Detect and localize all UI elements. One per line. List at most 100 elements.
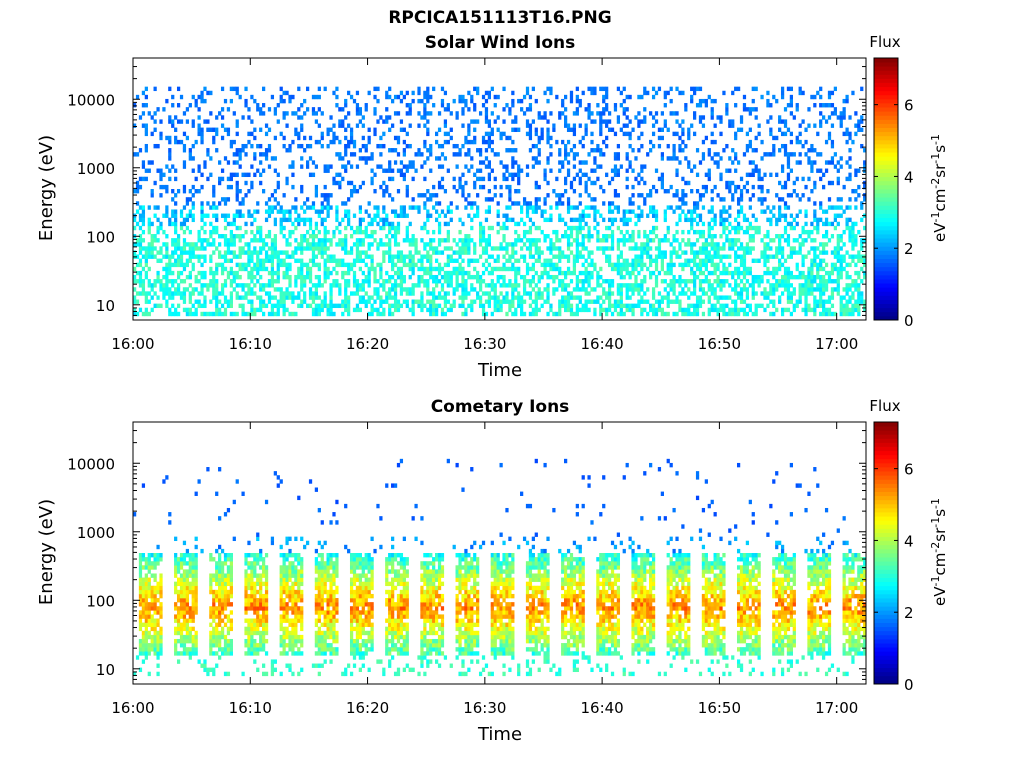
heatmap-cell <box>511 119 515 124</box>
heatmap-cell <box>637 299 641 304</box>
heatmap-cell <box>728 184 732 190</box>
heatmap-cell <box>200 291 204 296</box>
heatmap-cell <box>546 135 550 141</box>
heatmap-cell <box>171 164 175 169</box>
heatmap-cell <box>778 119 782 124</box>
heatmap-cell <box>273 189 277 194</box>
heatmap-cell <box>238 262 242 268</box>
heatmap-cell <box>728 180 732 186</box>
heatmap-cell <box>185 250 190 255</box>
heatmap-cell <box>795 160 799 165</box>
heatmap-cell <box>561 279 565 284</box>
heatmap-cell <box>745 229 750 235</box>
heatmap-cell <box>314 307 319 313</box>
heatmap-cell <box>734 189 738 194</box>
heatmap-cell <box>226 184 231 190</box>
heatmap-cell <box>786 176 791 182</box>
heatmap-cell <box>672 274 676 280</box>
heatmap-cell <box>766 258 770 263</box>
figure-title: RPCICA151113T16.PNG <box>388 8 611 28</box>
heatmap-cell <box>675 205 679 210</box>
heatmap-cell <box>587 250 591 255</box>
heatmap-cell <box>672 279 676 284</box>
heatmap-cell <box>435 193 439 198</box>
heatmap-cell <box>637 254 641 259</box>
heatmap-cell <box>396 283 401 288</box>
heatmap-cell <box>813 274 817 280</box>
heatmap-cell <box>420 262 424 268</box>
heatmap-cell <box>259 283 263 288</box>
heatmap-cell <box>646 193 650 198</box>
heatmap-cell <box>341 123 345 128</box>
heatmap-cell <box>174 176 178 182</box>
heatmap-cell <box>757 279 761 284</box>
heatmap-cell <box>317 250 321 255</box>
heatmap-cell <box>824 283 829 288</box>
heatmap-cell <box>693 217 697 223</box>
heatmap-cell <box>364 107 368 112</box>
heatmap-cell <box>347 295 351 300</box>
heatmap-cell <box>508 254 512 259</box>
heatmap-cell <box>449 135 453 141</box>
heatmap-cell <box>344 213 348 218</box>
heatmap-cell <box>235 189 239 194</box>
heatmap-cell <box>294 274 298 280</box>
heatmap-cell <box>344 98 348 104</box>
heatmap-cell <box>270 279 275 284</box>
heatmap-cell <box>742 107 747 112</box>
heatmap-cell <box>206 283 210 288</box>
heatmap-cell <box>783 201 788 206</box>
heatmap-cell <box>693 279 697 284</box>
heatmap-cell <box>232 234 236 239</box>
heatmap-cell <box>426 242 430 247</box>
heatmap-cell <box>698 250 703 255</box>
heatmap-cell <box>558 201 562 206</box>
heatmap-cell <box>367 242 371 247</box>
heatmap-cell <box>267 229 272 235</box>
heatmap-cell <box>311 291 316 296</box>
heatmap-cell <box>654 279 659 284</box>
heatmap-cell <box>291 111 295 116</box>
heatmap-cell <box>317 238 321 243</box>
heatmap-cell <box>141 287 146 292</box>
heatmap-cell <box>716 311 720 317</box>
heatmap-cell <box>188 156 192 161</box>
heatmap-cell <box>212 184 216 190</box>
heatmap-cell <box>159 303 163 309</box>
heatmap-cell <box>238 303 242 309</box>
heatmap-cell <box>822 303 826 309</box>
heatmap-cell <box>291 139 295 145</box>
heatmap-cell <box>824 270 829 276</box>
heatmap-cell <box>341 311 345 317</box>
heatmap-cell <box>288 242 292 247</box>
heatmap-cell <box>657 254 662 259</box>
heatmap-cell <box>209 156 213 161</box>
heatmap-cell <box>382 279 386 284</box>
heatmap-cell <box>698 279 703 284</box>
heatmap-cell <box>754 107 758 112</box>
heatmap-cell <box>757 283 761 288</box>
heatmap-cell <box>490 139 494 145</box>
heatmap-cell <box>722 266 726 272</box>
heatmap-cell <box>780 250 785 255</box>
heatmap-cell <box>522 274 527 280</box>
heatmap-cell <box>270 209 275 214</box>
heatmap-cell <box>229 283 233 288</box>
heatmap-cell <box>569 225 574 231</box>
heatmap-cell <box>739 189 744 194</box>
heatmap-cell <box>693 283 697 288</box>
heatmap-cell <box>848 205 852 210</box>
heatmap-cell <box>215 246 219 251</box>
heatmap-cell <box>836 287 840 292</box>
heatmap-cell <box>713 98 717 104</box>
heatmap-cell <box>311 160 316 165</box>
heatmap-cell <box>203 213 207 218</box>
heatmap-cell <box>165 246 169 251</box>
heatmap-cell <box>672 156 676 161</box>
heatmap-cell <box>464 279 468 284</box>
heatmap-cell <box>725 107 729 112</box>
heatmap-cell <box>487 262 491 268</box>
heatmap-cell <box>745 266 750 272</box>
heatmap-cell <box>171 213 175 218</box>
heatmap-cell <box>241 250 245 255</box>
